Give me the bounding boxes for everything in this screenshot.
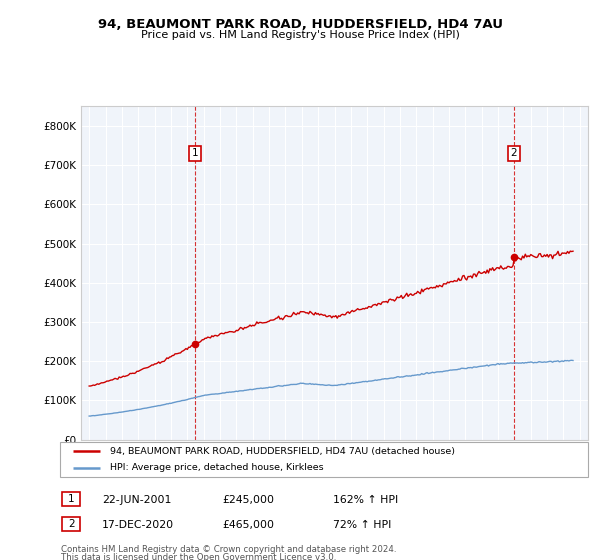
Text: 22-JUN-2001: 22-JUN-2001 (102, 494, 172, 505)
FancyBboxPatch shape (62, 492, 80, 506)
Text: Price paid vs. HM Land Registry's House Price Index (HPI): Price paid vs. HM Land Registry's House … (140, 30, 460, 40)
FancyBboxPatch shape (60, 442, 588, 477)
Text: 2: 2 (68, 519, 74, 529)
Text: 72% ↑ HPI: 72% ↑ HPI (333, 520, 391, 530)
Text: 162% ↑ HPI: 162% ↑ HPI (333, 494, 398, 505)
Text: HPI: Average price, detached house, Kirklees: HPI: Average price, detached house, Kirk… (110, 463, 324, 472)
Text: 1: 1 (191, 148, 199, 158)
Text: 2: 2 (511, 148, 517, 158)
Text: This data is licensed under the Open Government Licence v3.0.: This data is licensed under the Open Gov… (61, 553, 337, 560)
Text: 94, BEAUMONT PARK ROAD, HUDDERSFIELD, HD4 7AU (detached house): 94, BEAUMONT PARK ROAD, HUDDERSFIELD, HD… (110, 447, 455, 456)
FancyBboxPatch shape (62, 517, 80, 531)
Text: £465,000: £465,000 (222, 520, 274, 530)
Text: £245,000: £245,000 (222, 494, 274, 505)
Text: 17-DEC-2020: 17-DEC-2020 (102, 520, 174, 530)
Text: Contains HM Land Registry data © Crown copyright and database right 2024.: Contains HM Land Registry data © Crown c… (61, 545, 397, 554)
Text: 1: 1 (68, 494, 74, 504)
Text: 94, BEAUMONT PARK ROAD, HUDDERSFIELD, HD4 7AU: 94, BEAUMONT PARK ROAD, HUDDERSFIELD, HD… (97, 18, 503, 31)
